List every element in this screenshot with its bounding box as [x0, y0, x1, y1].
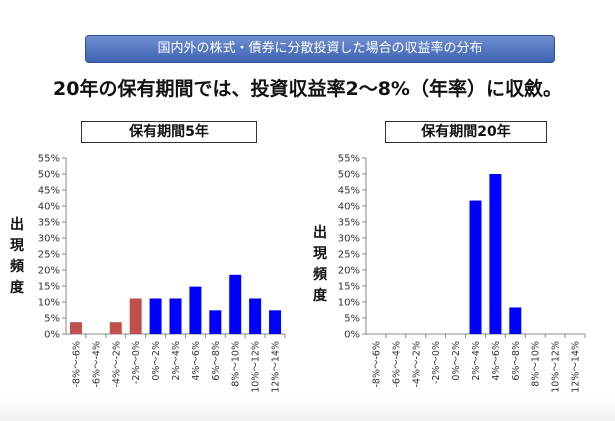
bar — [109, 322, 122, 334]
page-subtitle: 20年の保有期間では、投資収益率2～8%（年率）に収斂。 — [53, 78, 562, 100]
x-tick-label: 8%～10% — [531, 341, 542, 387]
bar — [269, 310, 282, 334]
bar — [129, 298, 142, 334]
x-tick-label: 0%～2% — [451, 341, 462, 381]
x-tick-label: -6%～-4% — [391, 341, 402, 388]
y-tick-label: 50% — [338, 170, 360, 181]
x-tick-label: 4%～6% — [491, 341, 502, 381]
y-axis-label-char: 現 — [313, 246, 327, 262]
x-tick-label: -8%～-6% — [71, 341, 82, 388]
y-axis-label-char: 出 — [10, 217, 24, 233]
y-axis-label-20yr: 出現頻度 — [311, 223, 329, 307]
chart-title-20yr: 保有期間20年 — [385, 121, 547, 143]
bar — [469, 200, 482, 334]
x-tick-label: 4%～6% — [191, 341, 202, 381]
y-axis-label-char: 頻 — [10, 259, 24, 275]
x-tick-label: -8%～-6% — [371, 341, 382, 388]
y-tick-label: 0% — [344, 330, 360, 341]
x-tick-label: 6%～8% — [211, 341, 222, 381]
bar — [69, 322, 82, 334]
y-axis-label-char: 現 — [10, 238, 24, 254]
bar — [509, 307, 522, 334]
y-axis-label-char: 頻 — [313, 267, 327, 283]
y-tick-label: 5% — [344, 314, 360, 325]
y-tick-label: 10% — [338, 298, 360, 309]
y-tick-label: 25% — [38, 250, 60, 261]
y-tick-label: 40% — [338, 202, 360, 213]
y-tick-label: 30% — [338, 234, 360, 245]
y-axis-label-char: 度 — [313, 288, 327, 304]
chart-title-5yr: 保有期間5年 — [81, 121, 257, 143]
y-axis-label-5yr: 出現頻度 — [8, 215, 26, 299]
x-tick-label: 12%～14% — [271, 341, 282, 393]
bar — [149, 298, 162, 334]
bar — [489, 174, 502, 334]
x-tick-label: 10%～12% — [251, 341, 262, 393]
y-tick-label: 35% — [338, 218, 360, 229]
y-tick-label: 20% — [338, 266, 360, 277]
y-tick-label: 15% — [338, 282, 360, 293]
y-tick-label: 55% — [38, 154, 60, 165]
y-tick-label: 15% — [38, 282, 60, 293]
y-tick-label: 20% — [38, 266, 60, 277]
x-tick-label: 8%～10% — [231, 341, 242, 387]
y-axis-label-char: 度 — [10, 280, 24, 296]
y-tick-label: 30% — [38, 234, 60, 245]
y-tick-label: 40% — [38, 202, 60, 213]
bottom-shade — [0, 396, 615, 421]
bar — [169, 298, 182, 334]
bar — [229, 274, 242, 334]
bar — [209, 310, 222, 334]
y-tick-label: 5% — [44, 314, 60, 325]
y-tick-label: 55% — [338, 154, 360, 165]
bar — [189, 286, 202, 334]
x-tick-label: 0%～2% — [151, 341, 162, 381]
x-tick-label: 2%～4% — [471, 341, 482, 381]
x-tick-label: 6%～8% — [511, 341, 522, 381]
x-tick-label: 12%～14% — [571, 341, 582, 393]
y-axis-label-char: 出 — [313, 225, 327, 241]
x-tick-label: -4%～-2% — [411, 341, 422, 388]
x-tick-label: -2%～0% — [431, 341, 442, 384]
bar — [249, 298, 262, 334]
y-tick-label: 35% — [38, 218, 60, 229]
x-tick-label: 2%～4% — [171, 341, 182, 381]
y-tick-label: 25% — [338, 250, 360, 261]
x-tick-label: -2%～0% — [131, 341, 142, 384]
y-tick-label: 50% — [38, 170, 60, 181]
y-tick-label: 0% — [44, 330, 60, 341]
y-tick-label: 45% — [338, 186, 360, 197]
y-tick-label: 10% — [38, 298, 60, 309]
banner-title: 国内外の株式・債券に分散投資した場合の収益率の分布 — [85, 35, 555, 63]
x-tick-label: -6%～-4% — [91, 341, 102, 388]
x-tick-label: -4%～-2% — [111, 341, 122, 388]
y-tick-label: 45% — [38, 186, 60, 197]
x-tick-label: 10%～12% — [551, 341, 562, 393]
